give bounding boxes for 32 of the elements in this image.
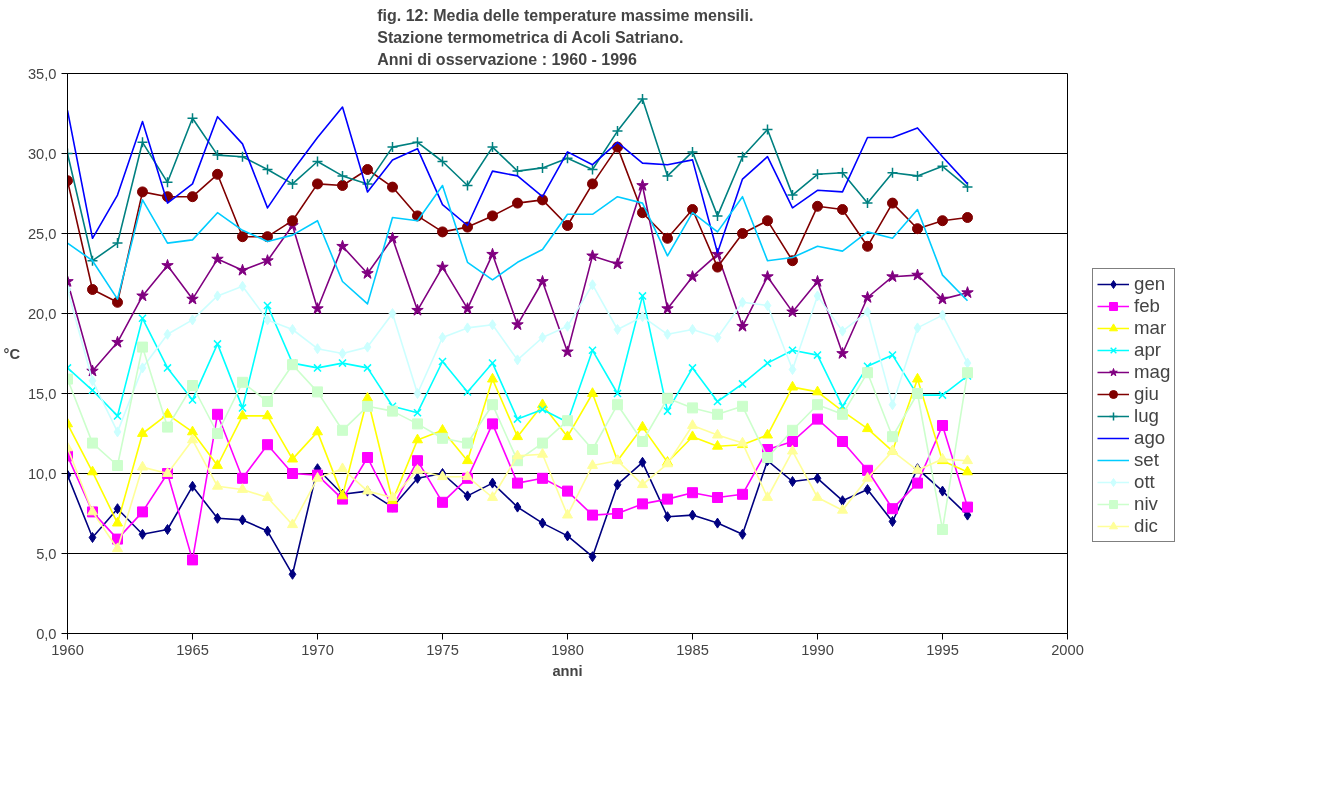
legend-label: ott (1134, 471, 1155, 493)
legend-label: lug (1134, 405, 1159, 427)
legend-label: giu (1134, 383, 1159, 405)
legend-label: mag (1134, 361, 1171, 383)
y-tick-label: 10,0 (27, 465, 57, 482)
x-tick-label: 1965 (176, 641, 209, 658)
legend-label: mar (1134, 317, 1167, 339)
x-tick-label: 1975 (426, 641, 459, 658)
legend-label: ago (1134, 427, 1166, 449)
x-tick-label: 1970 (301, 641, 334, 658)
legend-label: set (1134, 449, 1159, 471)
legend-label: niv (1134, 493, 1158, 515)
y-tick-label: 15,0 (27, 385, 57, 402)
y-tick-label: 0,0 (36, 625, 57, 642)
legend-label: gen (1134, 273, 1166, 295)
legend-label: dic (1134, 515, 1158, 537)
y-tick-label: 35,0 (27, 65, 57, 82)
x-tick-label: 1995 (926, 641, 959, 658)
y-tick-label: 25,0 (27, 225, 57, 242)
legend-label: apr (1134, 339, 1161, 361)
x-axis-title: anni (552, 662, 583, 679)
x-tick-label: 1960 (51, 641, 84, 658)
chart-title: fig. 12: Media delle temperature massime mensili. Stazione termometrica di Acoli Satriano. Anni di osservazione : 1960 - 1996 (377, 7, 754, 69)
legend-label: feb (1134, 295, 1160, 317)
x-tick-label: 1990 (801, 641, 834, 658)
y-axis-title: °C (3, 345, 21, 362)
x-tick-label: 1980 (551, 641, 584, 658)
y-tick-label: 30,0 (27, 145, 57, 162)
x-tick-label: 1985 (676, 641, 709, 658)
y-tick-label: 5,0 (36, 545, 57, 562)
y-tick-label: 20,0 (27, 305, 57, 322)
x-tick-label: 2000 (1051, 641, 1084, 658)
